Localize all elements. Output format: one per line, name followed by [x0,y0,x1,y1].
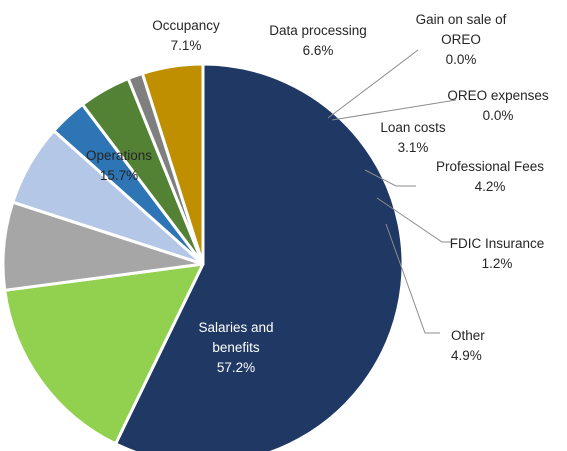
slice-other [140,62,205,266]
label-name: Data processing [269,23,367,38]
leader-lines [327,49,457,334]
leader-line-oreo-expenses [331,99,457,121]
label-name: Salaries and [198,320,273,335]
label-salaries-and-benefits: Salaries and benefits 57.2% [198,320,273,375]
label-name: Other [451,328,485,343]
label-gain-on-sale-of-oreo: Gain on sale of OREO 0.0% [416,12,507,67]
label-name: Operations [86,148,152,163]
label-data-processing: Data processing 6.6% [269,23,367,58]
label-oreo-expenses: OREO expenses 0.0% [447,88,549,123]
label-other: Other 4.9% [451,328,485,363]
label-occupancy: Occupancy 7.1% [152,18,220,53]
label-value: 1.2% [482,256,513,271]
label-value: 0.0% [483,108,514,123]
label-value: 0.0% [446,52,477,67]
label-name: FDIC Insurance [450,236,545,251]
slice-labels: Salaries and benefits 57.2% Operations 15.7%… [86,12,549,375]
label-professional-fees: Professional Fees 4.2% [436,159,544,194]
leader-line-fdic-insurance [376,197,452,243]
label-value: 4.2% [475,179,506,194]
label-name: Professional Fees [436,159,544,174]
label-fdic-insurance: FDIC Insurance 1.2% [450,236,545,271]
pie-slices [1,62,405,451]
leader-line-other [385,223,440,334]
label-value: 15.7% [100,168,138,183]
slice-operations [3,262,205,446]
label-value: 3.1% [398,140,429,155]
leader-line-professional-fees [364,169,416,187]
label-name: OREO [441,32,481,47]
label-value: 6.6% [303,43,334,58]
label-operations: Operations 15.7% [86,148,152,183]
label-name: OREO expenses [447,88,549,103]
label-loan-costs: Loan costs 3.1% [380,120,446,155]
label-name: Gain on sale of [416,12,507,27]
label-value: 7.1% [171,38,202,53]
slice-salaries-and-benefits [114,62,405,451]
label-name: Loan costs [380,120,446,135]
leader-line-gain-on-sale-of-oreo [327,49,419,119]
label-value: 4.9% [451,348,482,363]
label-name: benefits [212,340,260,355]
label-name: Occupancy [152,18,220,33]
label-value: 57.2% [217,360,255,375]
